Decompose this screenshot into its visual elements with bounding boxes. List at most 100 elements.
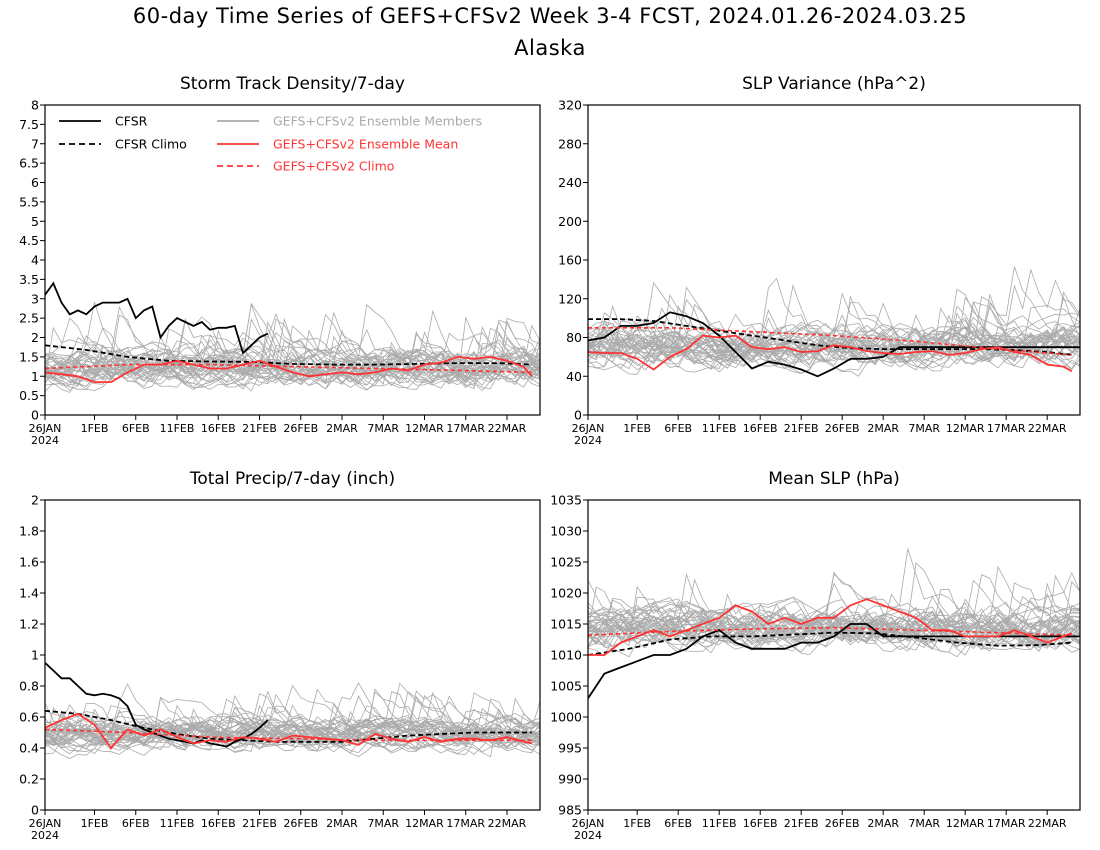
series-cfsr-climo-total-precip — [45, 709, 532, 743]
member-trace-storm-track — [45, 347, 540, 390]
x-tick-label-total-precip: 1FEB — [81, 817, 109, 830]
x-tick-label-mean-slp: 22MAR — [1028, 817, 1067, 830]
y-tick-label-total-precip: 1 — [31, 648, 39, 663]
y-tick-label-mean-slp: 1015 — [550, 617, 582, 632]
member-trace-mean-slp — [588, 597, 1080, 644]
y-tick-label-mean-slp: 1025 — [550, 555, 582, 570]
panel-title-slp-variance: SLP Variance (hPa^2) — [742, 74, 926, 94]
plot-area-total-precip — [45, 662, 540, 759]
y-tick-label-storm-track: 7.5 — [19, 117, 39, 132]
x-tick-label-storm-track: 26JAN — [29, 422, 62, 435]
member-trace-total-precip — [45, 723, 540, 755]
y-tick-label-storm-track: 5 — [31, 214, 39, 229]
x-tick-label-slp-variance: 17MAR — [987, 422, 1026, 435]
member-trace-slp-variance — [588, 329, 1080, 372]
y-tick-label-total-precip: 2 — [31, 493, 39, 508]
member-trace-mean-slp — [588, 595, 1080, 646]
y-tick-label-mean-slp: 1000 — [550, 710, 582, 725]
y-tick-label-storm-track: 3 — [31, 291, 39, 306]
x-year-label-total-precip: 2024 — [31, 829, 59, 842]
x-tick-label-mean-slp: 2MAR — [867, 817, 899, 830]
member-trace-mean-slp — [588, 602, 1080, 649]
y-tick-label-total-precip: 0.2 — [19, 772, 39, 787]
x-tick-label-storm-track: 26FEB — [283, 422, 318, 435]
plot-area-slp-variance — [588, 266, 1080, 378]
x-tick-label-total-precip: 16FEB — [201, 817, 236, 830]
y-tick-label-slp-variance: 320 — [558, 98, 582, 113]
panel-title-mean-slp: Mean SLP (hPa) — [768, 469, 900, 489]
member-trace-storm-track — [45, 335, 540, 388]
y-tick-label-storm-track: 2 — [31, 330, 39, 345]
member-trace-storm-track — [45, 302, 540, 386]
y-tick-label-total-precip: 0.4 — [19, 741, 39, 756]
figure-title: 60-day Time Series of GEFS+CFSv2 Week 3-… — [132, 4, 968, 28]
series-mean-storm-track — [45, 355, 533, 384]
member-trace-slp-variance — [588, 326, 1080, 370]
y-tick-label-storm-track: 4 — [31, 253, 39, 268]
member-trace-slp-variance — [588, 301, 1080, 375]
member-trace-mean-slp — [588, 592, 1080, 644]
x-tick-label-slp-variance: 22MAR — [1028, 422, 1067, 435]
member-trace-total-precip — [45, 704, 540, 751]
x-tick-label-storm-track: 16FEB — [201, 422, 236, 435]
member-trace-mean-slp — [588, 586, 1080, 653]
x-tick-label-storm-track: 7MAR — [367, 422, 399, 435]
member-trace-total-precip — [45, 704, 540, 758]
x-tick-label-total-precip: 2MAR — [326, 817, 358, 830]
legend-label-cfsr-climo: CFSR Climo — [115, 137, 187, 152]
x-tick-label-slp-variance: 1FEB — [623, 422, 651, 435]
x-tick-label-storm-track: 21FEB — [242, 422, 277, 435]
y-tick-label-mean-slp: 1005 — [550, 679, 582, 694]
member-trace-storm-track — [45, 340, 540, 385]
y-tick-label-slp-variance: 160 — [558, 253, 582, 268]
member-trace-slp-variance — [588, 295, 1080, 366]
member-trace-slp-variance — [588, 331, 1080, 371]
member-trace-mean-slp — [588, 548, 1080, 636]
x-tick-label-total-precip: 17MAR — [446, 817, 485, 830]
series-cfsr-climo-mean-slp — [588, 631, 1072, 656]
legend-label-cfsr: CFSR — [115, 114, 148, 129]
x-tick-label-mean-slp: 11FEB — [702, 817, 737, 830]
member-trace-slp-variance — [588, 307, 1080, 373]
member-trace-total-precip — [45, 682, 540, 751]
series-cfsr-climo-storm-track — [45, 344, 532, 366]
member-trace-total-precip — [45, 691, 540, 747]
ensemble-members-slp-variance — [588, 266, 1080, 377]
y-tick-label-storm-track: 0 — [31, 408, 39, 423]
x-tick-label-slp-variance: 6FEB — [664, 422, 692, 435]
x-tick-label-storm-track: 17MAR — [446, 422, 485, 435]
x-tick-label-storm-track: 11FEB — [160, 422, 195, 435]
y-tick-label-total-precip: 1.4 — [19, 586, 39, 601]
legend: CFSR CFSR Climo GEFS+CFSv2 Ensemble Member… — [59, 114, 482, 174]
y-tick-label-storm-track: 7 — [31, 136, 39, 151]
legend-label-climo: GEFS+CFSv2 Climo — [273, 159, 394, 174]
x-tick-label-storm-track: 2MAR — [326, 422, 358, 435]
x-tick-label-slp-variance: 11FEB — [702, 422, 737, 435]
series-cfsr-total-precip — [45, 662, 269, 748]
x-tick-label-slp-variance: 26FEB — [825, 422, 860, 435]
x-tick-label-mean-slp: 21FEB — [784, 817, 819, 830]
x-tick-label-total-precip: 11FEB — [160, 817, 195, 830]
series-mean-mean-slp — [588, 598, 1073, 656]
y-tick-label-mean-slp: 1020 — [550, 586, 582, 601]
member-trace-mean-slp — [588, 582, 1080, 647]
series-climo-storm-track — [45, 363, 532, 374]
y-tick-label-storm-track: 0.5 — [19, 388, 39, 403]
y-tick-label-storm-track: 8 — [31, 98, 39, 113]
x-tick-label-slp-variance: 21FEB — [784, 422, 819, 435]
panel-title-total-precip: Total Precip/7-day (inch) — [189, 469, 396, 489]
x-tick-label-storm-track: 1FEB — [81, 422, 109, 435]
x-tick-label-storm-track: 12MAR — [405, 422, 444, 435]
y-tick-label-mean-slp: 1030 — [550, 524, 582, 539]
x-tick-label-mean-slp: 1FEB — [623, 817, 651, 830]
panel-slp-variance: 0 40 80 120 160 200 240 280 320 26JAN 1FEB 6FEB 11FE… — [558, 98, 1081, 447]
x-tick-label-mean-slp: 7MAR — [908, 817, 940, 830]
member-trace-slp-variance — [588, 316, 1080, 374]
x-tick-label-total-precip: 22MAR — [488, 817, 527, 830]
plot-area-mean-slp — [588, 548, 1080, 699]
panel-storm-track: 0 0.5 1 1.5 2 2.5 3 3.5 4 4.5 5 5.5 6 6.5 7 7.5 8 26JAN 1F… — [19, 98, 541, 447]
member-trace-total-precip — [45, 719, 540, 750]
member-trace-slp-variance — [588, 304, 1080, 363]
member-trace-total-precip — [45, 710, 540, 755]
